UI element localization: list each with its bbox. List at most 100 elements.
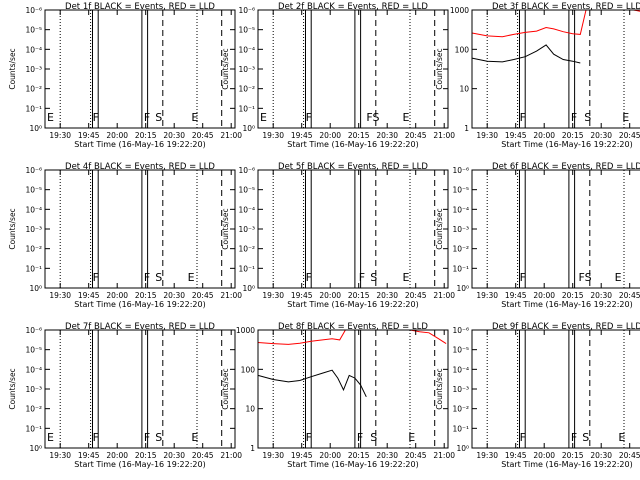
x-tick-label: 20:30 <box>376 291 398 300</box>
x-axis-label: Start Time (16-May-16 19:22:20) <box>287 140 418 149</box>
x-tick-label: 20:45 <box>619 291 640 300</box>
x-tick-label: 19:45 <box>505 291 527 300</box>
event-marker-label: F <box>306 431 312 444</box>
x-tick-label: 19:45 <box>505 451 527 460</box>
x-tick-label: 20:00 <box>106 131 128 140</box>
y-tick-label: 10⁻³ <box>25 65 42 74</box>
x-tick-label: 19:30 <box>262 131 284 140</box>
event-marker-label: E <box>47 111 54 124</box>
event-marker-label: E <box>408 431 415 444</box>
y-tick-label: 100 <box>241 365 256 374</box>
y-tick-label: 10⁻⁴ <box>25 365 42 374</box>
x-tick-label: 20:30 <box>376 131 398 140</box>
y-tick-label: 10⁻¹ <box>238 264 255 273</box>
event-marker-label: F <box>93 111 99 124</box>
y-tick-label: 10⁰ <box>242 284 255 293</box>
y-axis-label: Counts/sec <box>8 48 17 89</box>
y-axis-label: Counts/sec <box>435 368 444 409</box>
y-tick-label: 10⁰ <box>242 124 255 133</box>
y-tick-label: 10⁻⁴ <box>25 45 42 54</box>
y-tick-label: 10⁻⁶ <box>238 6 255 15</box>
x-tick-label: 19:30 <box>49 451 71 460</box>
y-axis-label: Counts/sec <box>8 368 17 409</box>
x-tick-label: 20:15 <box>562 291 584 300</box>
x-tick-label: 20:15 <box>348 131 370 140</box>
event-marker-label: E <box>191 111 198 124</box>
chart-title: Det 9f BLACK = Events, RED = LLD <box>492 322 640 332</box>
event-marker-label: F <box>571 111 577 124</box>
event-marker-label: F <box>359 271 365 284</box>
x-tick-label: 19:30 <box>262 291 284 300</box>
chart-title: Det 5f BLACK = Events, RED = LLD <box>278 162 428 172</box>
y-tick-label: 10⁻⁵ <box>25 186 42 195</box>
y-tick-label: 1000 <box>450 6 469 15</box>
x-tick-label: 20:00 <box>533 291 555 300</box>
chart-title: Det 1f BLACK = Events, RED = LLD <box>65 2 215 12</box>
chart-title: Det 3f BLACK = Events, RED = LLD <box>492 2 640 12</box>
x-tick-label: 19:45 <box>78 291 100 300</box>
y-tick-label: 10⁰ <box>456 284 469 293</box>
x-tick-label: 20:30 <box>590 451 612 460</box>
y-tick-label: 10⁻¹ <box>238 104 255 113</box>
x-tick-label: 20:00 <box>319 131 341 140</box>
x-tick-label: 20:15 <box>348 451 370 460</box>
event-marker-label: S <box>155 111 162 124</box>
plot-frame <box>257 329 449 449</box>
y-tick-label: 10⁰ <box>456 444 469 453</box>
plot-frame <box>471 329 640 449</box>
x-axis-label: Start Time (16-May-16 19:22:20) <box>74 300 205 309</box>
event-marker-label: E <box>191 431 198 444</box>
x-tick-label: 20:45 <box>405 451 427 460</box>
y-tick-label: 10⁻¹ <box>25 264 42 273</box>
x-tick-label: 20:45 <box>192 131 214 140</box>
y-axis-label: Counts/sec <box>8 208 17 249</box>
event-marker-label: F <box>357 431 363 444</box>
event-marker-label: F <box>520 271 526 284</box>
x-tick-label: 20:00 <box>533 451 555 460</box>
y-tick-label: 10⁻³ <box>452 385 469 394</box>
x-tick-label: 21:00 <box>433 131 455 140</box>
x-tick-label: 19:45 <box>78 451 100 460</box>
x-tick-label: 19:30 <box>476 291 498 300</box>
event-marker-label: E <box>403 271 410 284</box>
y-tick-label: 10⁻⁶ <box>25 6 42 15</box>
y-tick-label: 10⁻² <box>238 85 255 94</box>
plot-frame <box>44 9 236 129</box>
x-axis-label: Start Time (16-May-16 19:22:20) <box>501 300 632 309</box>
y-tick-label: 10⁻⁶ <box>238 166 255 175</box>
y-tick-label: 10⁻⁴ <box>25 205 42 214</box>
x-tick-label: 20:15 <box>135 451 157 460</box>
y-axis-label: Counts/sec <box>221 48 230 89</box>
x-tick-label: 19:45 <box>291 451 313 460</box>
y-tick-label: 10⁻³ <box>238 225 255 234</box>
event-marker-label: E <box>622 111 629 124</box>
x-tick-label: 20:30 <box>163 131 185 140</box>
y-tick-label: 1 <box>250 444 255 453</box>
series-line-2 <box>471 44 581 64</box>
x-tick-label: 19:30 <box>262 451 284 460</box>
event-marker-label: E <box>403 111 410 124</box>
y-axis-label: Counts/sec <box>435 208 444 249</box>
x-tick-label: 20:00 <box>319 451 341 460</box>
x-tick-label: 20:30 <box>590 291 612 300</box>
event-marker-label: S <box>582 431 589 444</box>
y-tick-label: 10⁻² <box>238 245 255 254</box>
x-axis-label: Start Time (16-May-16 19:22:20) <box>501 460 632 469</box>
x-tick-label: 20:15 <box>562 451 584 460</box>
event-marker-label: S <box>155 431 162 444</box>
x-axis-label: Start Time (16-May-16 19:22:20) <box>74 140 205 149</box>
y-tick-label: 10⁰ <box>29 284 42 293</box>
event-marker-label: S <box>370 271 377 284</box>
x-tick-label: 20:00 <box>533 131 555 140</box>
event-marker-label: S <box>370 431 377 444</box>
y-tick-label: 10 <box>459 85 469 94</box>
event-marker-label: F <box>93 271 99 284</box>
y-tick-label: 10⁻³ <box>25 225 42 234</box>
x-tick-label: 19:45 <box>505 131 527 140</box>
x-tick-label: 20:00 <box>106 451 128 460</box>
y-tick-label: 10⁻¹ <box>25 424 42 433</box>
